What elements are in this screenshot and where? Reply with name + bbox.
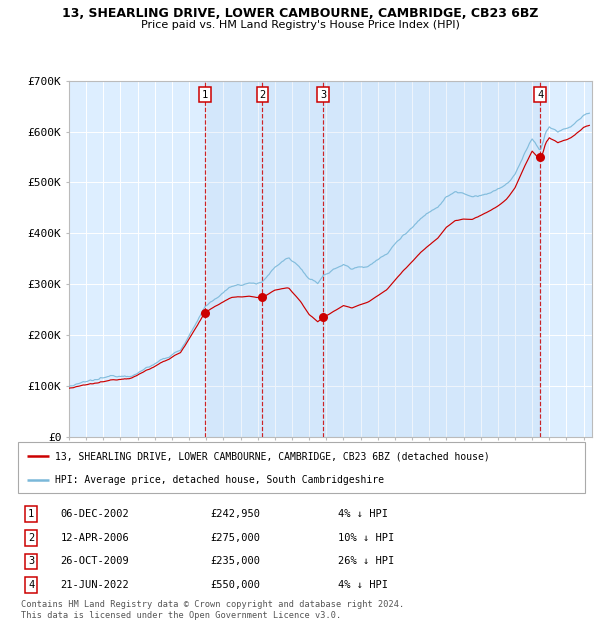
Text: 2: 2 (259, 89, 266, 100)
Text: 06-DEC-2002: 06-DEC-2002 (61, 510, 129, 520)
Text: £550,000: £550,000 (211, 580, 261, 590)
Bar (205, 81, 540, 437)
Text: £235,000: £235,000 (211, 557, 261, 567)
Text: 4: 4 (537, 89, 544, 100)
Text: 4% ↓ HPI: 4% ↓ HPI (338, 580, 388, 590)
Text: 21-JUN-2022: 21-JUN-2022 (61, 580, 129, 590)
Text: 26-OCT-2009: 26-OCT-2009 (61, 557, 129, 567)
Text: 2: 2 (28, 533, 34, 543)
Text: 10% ↓ HPI: 10% ↓ HPI (338, 533, 395, 543)
Text: 1: 1 (202, 89, 208, 100)
Text: 4: 4 (28, 580, 34, 590)
Text: 1: 1 (28, 510, 34, 520)
Text: £242,950: £242,950 (211, 510, 261, 520)
Text: £275,000: £275,000 (211, 533, 261, 543)
Text: 4% ↓ HPI: 4% ↓ HPI (338, 510, 388, 520)
Text: Price paid vs. HM Land Registry's House Price Index (HPI): Price paid vs. HM Land Registry's House … (140, 20, 460, 30)
Text: 12-APR-2006: 12-APR-2006 (61, 533, 129, 543)
Text: HPI: Average price, detached house, South Cambridgeshire: HPI: Average price, detached house, Sout… (55, 475, 384, 485)
Text: 13, SHEARLING DRIVE, LOWER CAMBOURNE, CAMBRIDGE, CB23 6BZ (detached house): 13, SHEARLING DRIVE, LOWER CAMBOURNE, CA… (55, 451, 490, 461)
Text: 13, SHEARLING DRIVE, LOWER CAMBOURNE, CAMBRIDGE, CB23 6BZ: 13, SHEARLING DRIVE, LOWER CAMBOURNE, CA… (62, 7, 538, 20)
Text: 3: 3 (320, 89, 326, 100)
Text: 26% ↓ HPI: 26% ↓ HPI (338, 557, 395, 567)
Text: 3: 3 (28, 557, 34, 567)
Text: Contains HM Land Registry data © Crown copyright and database right 2024.
This d: Contains HM Land Registry data © Crown c… (21, 600, 404, 619)
